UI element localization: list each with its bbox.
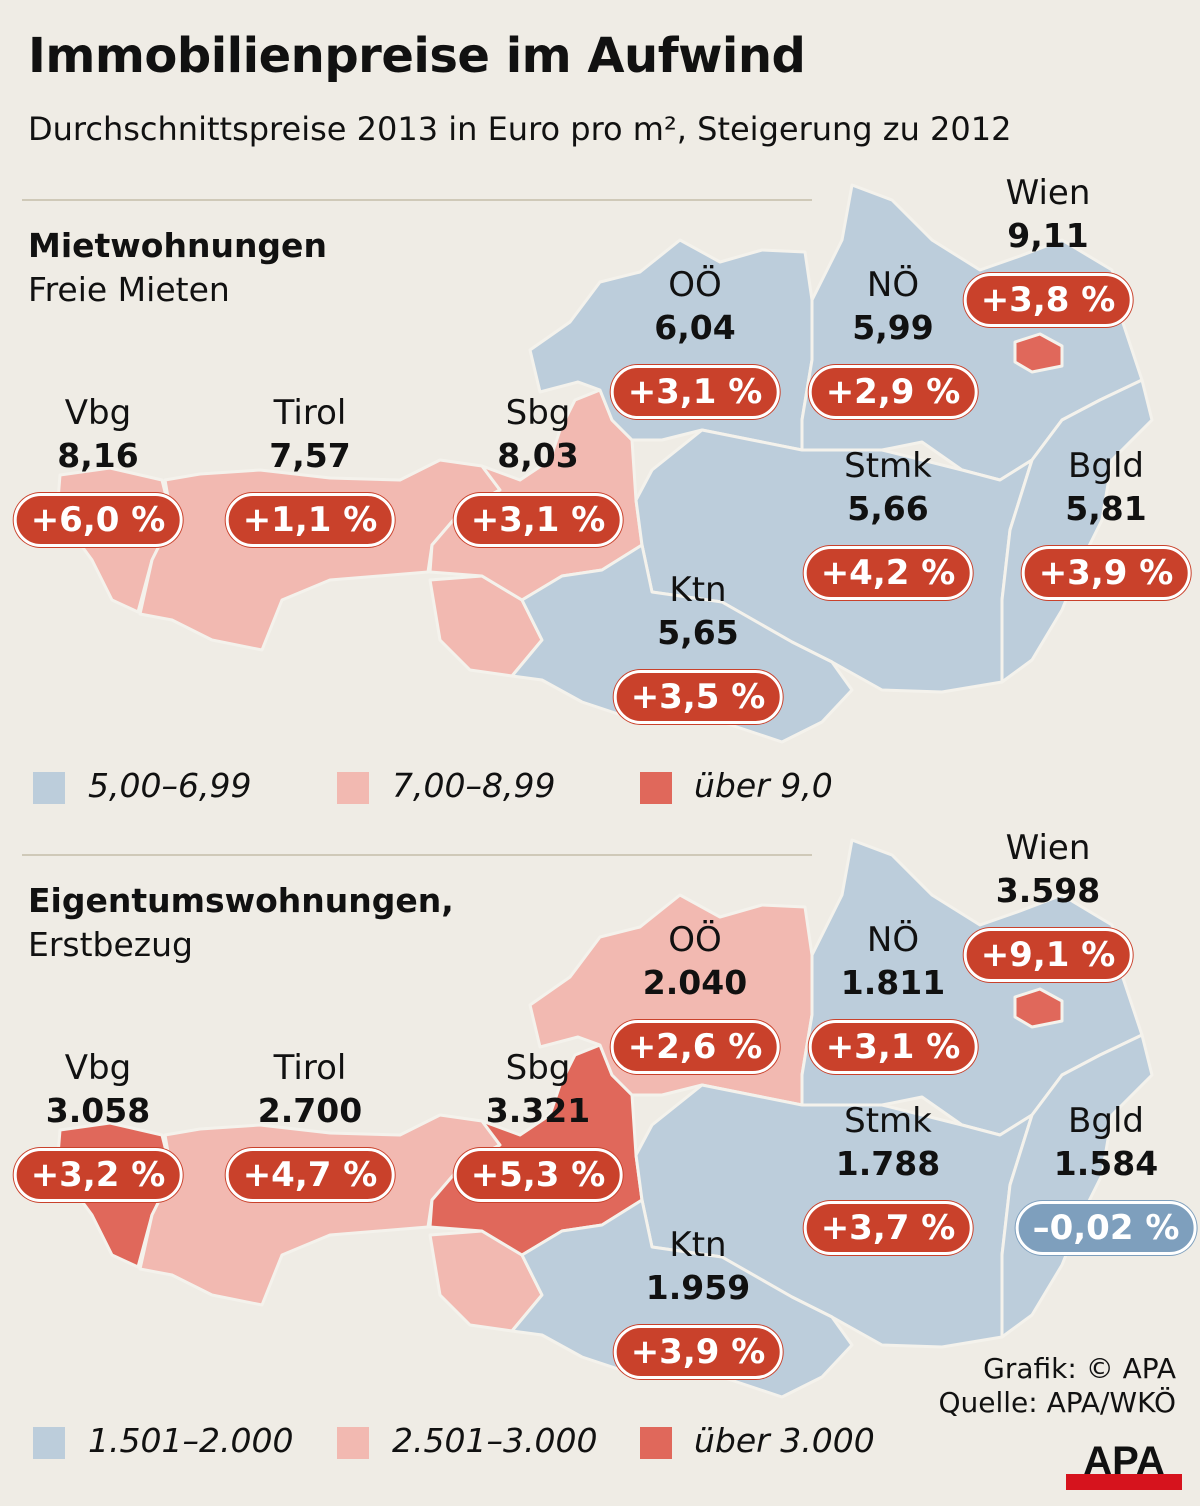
region-price: 1.584 xyxy=(1053,1144,1159,1183)
change-badge: +9,1 % xyxy=(963,928,1133,982)
source-credit: Quelle: APA/WKÖ xyxy=(938,1386,1176,1419)
region-price: 5,81 xyxy=(1065,489,1147,528)
legend-label: über 9,0 xyxy=(694,766,833,805)
divider xyxy=(22,199,812,201)
region-price: 1.959 xyxy=(645,1268,751,1307)
region-name: OÖ xyxy=(668,265,722,305)
region-name: Sbg xyxy=(505,1048,571,1088)
legend-swatch xyxy=(33,772,65,804)
region-name: Vbg xyxy=(64,393,132,433)
region-price: 2.700 xyxy=(257,1091,363,1130)
region-name: Ktn xyxy=(669,1225,727,1265)
region-price: 1.788 xyxy=(835,1144,941,1183)
change-badge: +2,6 % xyxy=(610,1020,780,1074)
region-wien xyxy=(1013,987,1064,1029)
region-price: 6,04 xyxy=(654,308,736,347)
region-price: 1.811 xyxy=(840,963,946,1002)
region-name: Vbg xyxy=(64,1048,132,1088)
region-name: NÖ xyxy=(866,920,920,960)
region-name: NÖ xyxy=(866,265,920,305)
change-badge: +2,9 % xyxy=(808,365,978,419)
change-badge: +3,9 % xyxy=(613,1325,783,1379)
change-badge: +3,1 % xyxy=(453,493,623,547)
region-name: Wien xyxy=(1005,828,1091,868)
region-price: 7,57 xyxy=(269,436,351,475)
region-price: 3.598 xyxy=(995,871,1101,910)
region-name: Sbg xyxy=(505,393,571,433)
region-name: Stmk xyxy=(844,446,932,486)
graphic-credit: Grafik: © APA xyxy=(983,1352,1176,1385)
region-name: OÖ xyxy=(668,920,722,960)
region-name: Ktn xyxy=(669,570,727,610)
region-name: Tirol xyxy=(273,393,347,433)
change-badge: +3,8 % xyxy=(963,273,1133,327)
change-badge: +3,1 % xyxy=(610,365,780,419)
region-price: 9,11 xyxy=(1007,216,1089,255)
change-badge: +3,9 % xyxy=(1021,546,1191,600)
change-badge: –0,02 % xyxy=(1015,1201,1197,1255)
map-heading: Eigentumswohnungen, xyxy=(28,881,454,920)
region-price: 3.058 xyxy=(45,1091,151,1130)
change-badge: +3,5 % xyxy=(613,670,783,724)
legend-label: 2.501–3.000 xyxy=(392,1421,598,1460)
change-badge: +3,2 % xyxy=(13,1148,183,1202)
change-badge: +3,7 % xyxy=(803,1201,973,1255)
region-price: 5,65 xyxy=(657,613,739,652)
region-name: Bgld xyxy=(1068,446,1144,486)
region-price: 3.321 xyxy=(485,1091,591,1130)
region-price: 8,03 xyxy=(497,436,579,475)
region-wien xyxy=(1013,332,1064,374)
legend-label: 5,00–6,99 xyxy=(88,766,252,805)
legend-label: 7,00–8,99 xyxy=(392,766,556,805)
region-price: 2.040 xyxy=(642,963,748,1002)
map-subheading: Freie Mieten xyxy=(28,270,230,309)
region-name: Wien xyxy=(1005,173,1091,213)
change-badge: +6,0 % xyxy=(13,493,183,547)
change-badge: +5,3 % xyxy=(453,1148,623,1202)
legend-swatch xyxy=(337,1427,369,1459)
legend-swatch xyxy=(640,1427,672,1459)
region-name: Tirol xyxy=(273,1048,347,1088)
credits: Grafik: © APA Quelle: APA/WKÖ xyxy=(938,1352,1176,1420)
legend-swatch xyxy=(337,772,369,804)
legend-label: über 3.000 xyxy=(694,1421,875,1460)
region-price: 8,16 xyxy=(57,436,139,475)
map-heading: Mietwohnungen xyxy=(28,226,327,265)
divider xyxy=(22,854,812,856)
change-badge: +1,1 % xyxy=(225,493,395,547)
map-subheading: Erstbezug xyxy=(28,925,193,964)
page-title: Immobilienpreise im Aufwind xyxy=(28,28,806,84)
change-badge: +4,2 % xyxy=(803,546,973,600)
legend-label: 1.501–2.000 xyxy=(88,1421,294,1460)
change-badge: +3,1 % xyxy=(808,1020,978,1074)
region-name: Stmk xyxy=(844,1101,932,1141)
page-subtitle: Durchschnittspreise 2013 in Euro pro m²,… xyxy=(28,110,1012,148)
region-name: Bgld xyxy=(1068,1101,1144,1141)
region-price: 5,66 xyxy=(847,489,929,528)
legend-swatch xyxy=(33,1427,65,1459)
region-price: 5,99 xyxy=(852,308,934,347)
legend-swatch xyxy=(640,772,672,804)
change-badge: +4,7 % xyxy=(225,1148,395,1202)
apa-logo: APA xyxy=(1066,1440,1182,1490)
